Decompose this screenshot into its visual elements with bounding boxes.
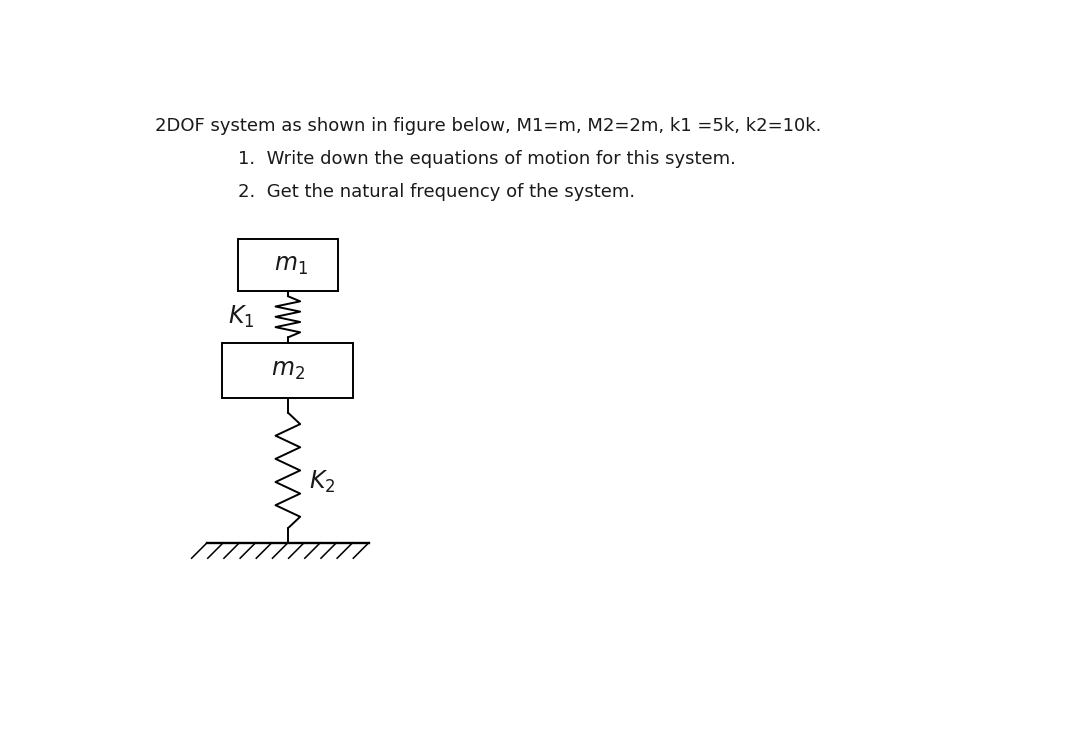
Text: $K_2$: $K_2$ (309, 469, 336, 495)
Text: 2DOF system as shown in figure below, M1=m, M2=2m, k1 =5k, k2=10k.: 2DOF system as shown in figure below, M1… (154, 117, 821, 135)
Text: $K_1$: $K_1$ (228, 304, 254, 330)
Text: 2.  Get the natural frequency of the system.: 2. Get the natural frequency of the syst… (238, 183, 635, 201)
Text: 1.  Write down the equations of motion for this system.: 1. Write down the equations of motion fo… (238, 150, 735, 168)
Bar (222, 342, 353, 398)
Bar (238, 239, 338, 291)
Text: $m_1$: $m_1$ (274, 253, 308, 277)
Text: $m_2$: $m_2$ (271, 359, 305, 382)
